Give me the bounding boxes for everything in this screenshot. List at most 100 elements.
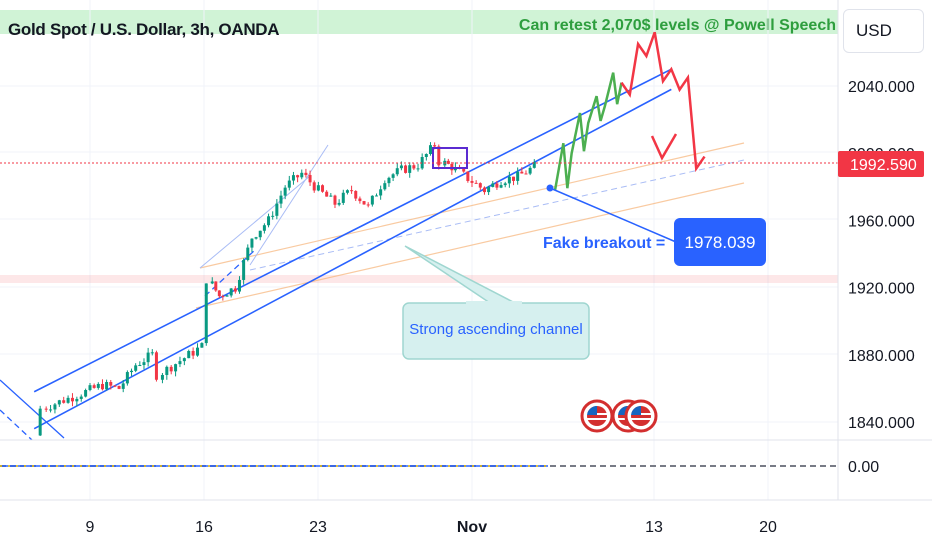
candle-body (325, 191, 329, 197)
y-tick-label: 1840.000 (848, 415, 915, 432)
candle-body (237, 279, 241, 292)
candle-body (70, 397, 74, 402)
last-price-tag (838, 151, 924, 177)
candle-body (178, 361, 182, 365)
candle-body (160, 374, 164, 380)
candle-body (375, 195, 378, 197)
candle-body (121, 383, 125, 389)
candle-body (350, 190, 354, 192)
forecast-red-arrowhead (650, 133, 678, 161)
candle-body (528, 167, 532, 174)
currency-button[interactable]: USD (843, 9, 924, 53)
candle-body (437, 146, 441, 166)
candle-body (200, 343, 204, 348)
us-event-flags[interactable] (580, 399, 658, 433)
candle-body (362, 201, 366, 205)
candle-body (470, 180, 474, 183)
candle-body (49, 409, 53, 411)
y-tick-label: 1880.000 (848, 348, 915, 365)
candle-body (130, 370, 134, 373)
us-flag-icon[interactable] (580, 399, 614, 433)
candle-body (250, 238, 254, 248)
x-tick-label: 9 (86, 519, 95, 536)
minor-dashed (204, 249, 256, 297)
candle-body (233, 288, 237, 292)
candle-body (312, 182, 316, 191)
us-flag-icon[interactable] (624, 399, 658, 433)
candle-body (117, 386, 121, 389)
candle-body (229, 288, 233, 296)
candle-body (296, 175, 300, 178)
candle-body (221, 296, 225, 298)
candle-body (75, 398, 79, 402)
candle-body (503, 183, 507, 186)
candle-body (387, 177, 391, 184)
channel-callout-text: Strong ascending channel (409, 321, 582, 338)
banner-text: Can retest 2,070$ levels @ Powell Speech (519, 17, 836, 34)
candle-body (165, 366, 169, 375)
candle-body (337, 202, 341, 205)
candle-body (287, 180, 291, 188)
last-price-value: 1992.590 (850, 157, 917, 174)
candle-body (482, 187, 486, 193)
candle-body (366, 204, 370, 206)
candle-body (341, 192, 345, 203)
candle-body (333, 195, 337, 205)
candle-body (66, 397, 70, 403)
candle-body (210, 281, 214, 284)
midline-dashed (249, 159, 745, 271)
fake-breakout-value-box (674, 218, 766, 266)
candle-body (304, 172, 308, 176)
candle-body (412, 165, 416, 169)
candle-body (474, 182, 478, 184)
candle-body (532, 162, 536, 168)
candle-body (191, 350, 195, 356)
candle-body (217, 290, 221, 297)
ascending-channel (33, 68, 672, 430)
candle-body (134, 365, 138, 371)
candle-body (195, 347, 199, 356)
candle-body (420, 156, 424, 169)
candle-body (258, 230, 262, 238)
candle-body (44, 408, 48, 410)
candle-body (125, 372, 129, 384)
candle-body (391, 174, 395, 178)
candle-body (345, 190, 349, 193)
orange-trendlines (195, 142, 745, 309)
candle-body (462, 168, 466, 172)
candle-body (254, 237, 258, 239)
candle-body (138, 365, 142, 367)
candle-body (321, 185, 325, 192)
candle-body (466, 171, 470, 181)
candle-body (154, 352, 158, 380)
fake-breakout-label: Fake breakout = (543, 235, 665, 252)
candle-body (84, 390, 88, 397)
candle-body (53, 404, 57, 410)
candle-body (433, 145, 437, 147)
candle-body (79, 396, 83, 399)
candle-body (142, 362, 146, 366)
candle-body (300, 172, 304, 178)
candle-body (358, 198, 362, 202)
candle-body (383, 183, 387, 190)
time-axis[interactable]: 9 16 23 Nov 13 20 (86, 519, 777, 536)
candle-body (242, 259, 246, 280)
x-tick-label: 13 (645, 519, 663, 536)
candle-body (150, 352, 154, 354)
candle-body (399, 165, 403, 169)
candle-body (507, 176, 511, 184)
price-axis[interactable]: 2040.0002000.0001960.0001920.0001880.000… (848, 79, 915, 432)
candle-body (329, 195, 333, 197)
fake-breakout-pointer (549, 187, 677, 243)
candle-body (520, 171, 524, 174)
candle-body (246, 247, 250, 260)
candle-body (279, 195, 283, 204)
candle-body (38, 408, 42, 436)
candle-body (57, 400, 61, 405)
candle-body (225, 295, 229, 297)
candle-body (424, 154, 428, 157)
candle-body (271, 215, 275, 217)
candle-body (267, 216, 271, 226)
y-tick-label: 1960.000 (848, 213, 915, 230)
